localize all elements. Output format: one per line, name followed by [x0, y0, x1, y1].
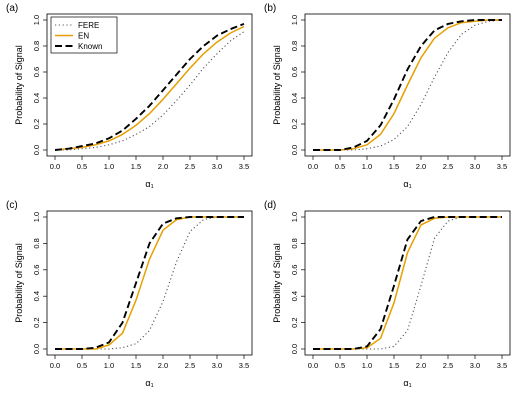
- x-tick-label: 3.5: [239, 361, 249, 370]
- y-tick-label: 0.0: [290, 344, 299, 354]
- y-tick-label: 1.0: [32, 15, 41, 25]
- y-tick-label: 0.6: [32, 67, 41, 77]
- x-axis-title: α₁: [145, 378, 153, 388]
- plot-frame: [304, 13, 511, 157]
- y-tick-label: 0.6: [32, 265, 41, 275]
- x-tick-label: 1.0: [104, 361, 114, 370]
- x-tick-label: 1.5: [131, 162, 141, 171]
- x-tick-label: 3.0: [212, 162, 222, 171]
- y-tick-label: 0.4: [290, 93, 299, 103]
- y-tick-label: 0.0: [32, 344, 41, 354]
- panel-0: 0.0 0.5 1.0 1.5 2.0 2.5 3.0 3.5 0.0 0.2 0.4 0.6 0.8 1…: [6, 3, 253, 189]
- x-axis-title: α₁: [145, 179, 153, 189]
- y-tick-label: 0.8: [32, 238, 41, 248]
- y-tick-label: 1.0: [32, 212, 41, 222]
- x-axis-title: α₁: [403, 378, 411, 388]
- y-tick-label: 0.0: [290, 145, 299, 155]
- x-tick-label: 2.5: [185, 162, 195, 171]
- x-tick-label: 0.0: [308, 162, 318, 171]
- x-tick-label: 1.0: [104, 162, 114, 171]
- series-line-fere: [55, 216, 244, 350]
- series-line-known: [54, 23, 245, 151]
- series-line-en: [54, 25, 245, 151]
- panel-label: (a): [6, 3, 18, 14]
- x-tick-label: 1.5: [389, 361, 399, 370]
- x-tick-label: 2.5: [443, 361, 453, 370]
- legend-entry-known: Known: [78, 42, 102, 51]
- y-tick-label: 0.2: [290, 119, 299, 129]
- y-tick-label: 0.6: [290, 67, 299, 77]
- y-axis-title: Probability of Signal: [14, 45, 24, 125]
- x-tick-label: 0.0: [50, 162, 60, 171]
- series-line-known: [55, 216, 244, 350]
- y-axis-title: Probability of Signal: [14, 243, 24, 323]
- y-tick-label: 0.8: [32, 41, 41, 51]
- x-tick-label: 1.0: [362, 361, 372, 370]
- y-tick-label: 0.4: [32, 291, 41, 301]
- x-tick-label: 0.5: [335, 361, 345, 370]
- x-tick-label: 3.5: [497, 162, 507, 171]
- x-tick-label: 2.0: [416, 361, 426, 370]
- x-tick-label: 2.0: [158, 361, 168, 370]
- plot-frame: [46, 210, 253, 356]
- y-tick-label: 0.8: [290, 41, 299, 51]
- x-tick-label: 0.5: [77, 361, 87, 370]
- y-tick-label: 0.0: [32, 145, 41, 155]
- x-tick-label: 3.5: [497, 361, 507, 370]
- y-tick-label: 1.0: [290, 15, 299, 25]
- panel-2: 0.0 0.5 1.0 1.5 2.0 2.5 3.0 3.5 0.0 0.2 0.4 0.6 0.8 1…: [6, 200, 253, 388]
- series-line-fere: [313, 216, 502, 350]
- x-tick-label: 3.0: [470, 162, 480, 171]
- y-axis-title: Probability of Signal: [272, 45, 282, 125]
- legend-entry-fere: FERE: [78, 21, 99, 30]
- y-tick-label: 0.8: [290, 238, 299, 248]
- plot-frame: [304, 210, 511, 356]
- legend-entry-en: EN: [78, 32, 89, 41]
- y-tick-label: 0.2: [32, 317, 41, 327]
- panel-label: (d): [264, 200, 276, 211]
- plot-frame: [46, 13, 253, 157]
- x-tick-label: 2.0: [416, 162, 426, 171]
- panel-1: 0.0 0.5 1.0 1.5 2.0 2.5 3.0 3.5 0.0 0.2 0.4 0.6 0.8 1…: [264, 3, 511, 189]
- x-tick-label: 1.0: [362, 162, 372, 171]
- x-tick-label: 1.5: [389, 162, 399, 171]
- y-tick-label: 0.2: [32, 119, 41, 129]
- x-tick-label: 0.5: [335, 162, 345, 171]
- x-tick-label: 2.5: [185, 361, 195, 370]
- x-tick-label: 0.5: [77, 162, 87, 171]
- panel-label: (b): [264, 3, 276, 14]
- y-tick-label: 0.4: [290, 291, 299, 301]
- series-line-fere: [55, 31, 245, 151]
- series-line-known: [313, 19, 502, 151]
- y-tick-label: 0.2: [290, 317, 299, 327]
- x-tick-label: 2.5: [443, 162, 453, 171]
- x-axis-title: α₁: [403, 179, 411, 189]
- x-tick-label: 3.0: [212, 361, 222, 370]
- x-tick-label: 0.0: [50, 361, 60, 370]
- y-tick-label: 0.6: [290, 265, 299, 275]
- series-line-en: [55, 216, 244, 350]
- y-tick-label: 0.4: [32, 93, 41, 103]
- legend-box: [50, 16, 118, 54]
- series-line-known: [313, 216, 502, 350]
- panel-3: 0.0 0.5 1.0 1.5 2.0 2.5 3.0 3.5 0.0 0.2 0.4 0.6 0.8 1…: [264, 200, 511, 388]
- x-tick-label: 1.5: [131, 361, 141, 370]
- y-tick-label: 1.0: [290, 212, 299, 222]
- x-tick-label: 3.5: [239, 162, 249, 171]
- x-tick-label: 0.0: [308, 361, 318, 370]
- x-tick-label: 3.0: [470, 361, 480, 370]
- x-tick-label: 2.0: [158, 162, 168, 171]
- y-axis-title: Probability of Signal: [272, 243, 282, 323]
- series-line-en: [313, 19, 502, 151]
- panel-label: (c): [6, 200, 18, 211]
